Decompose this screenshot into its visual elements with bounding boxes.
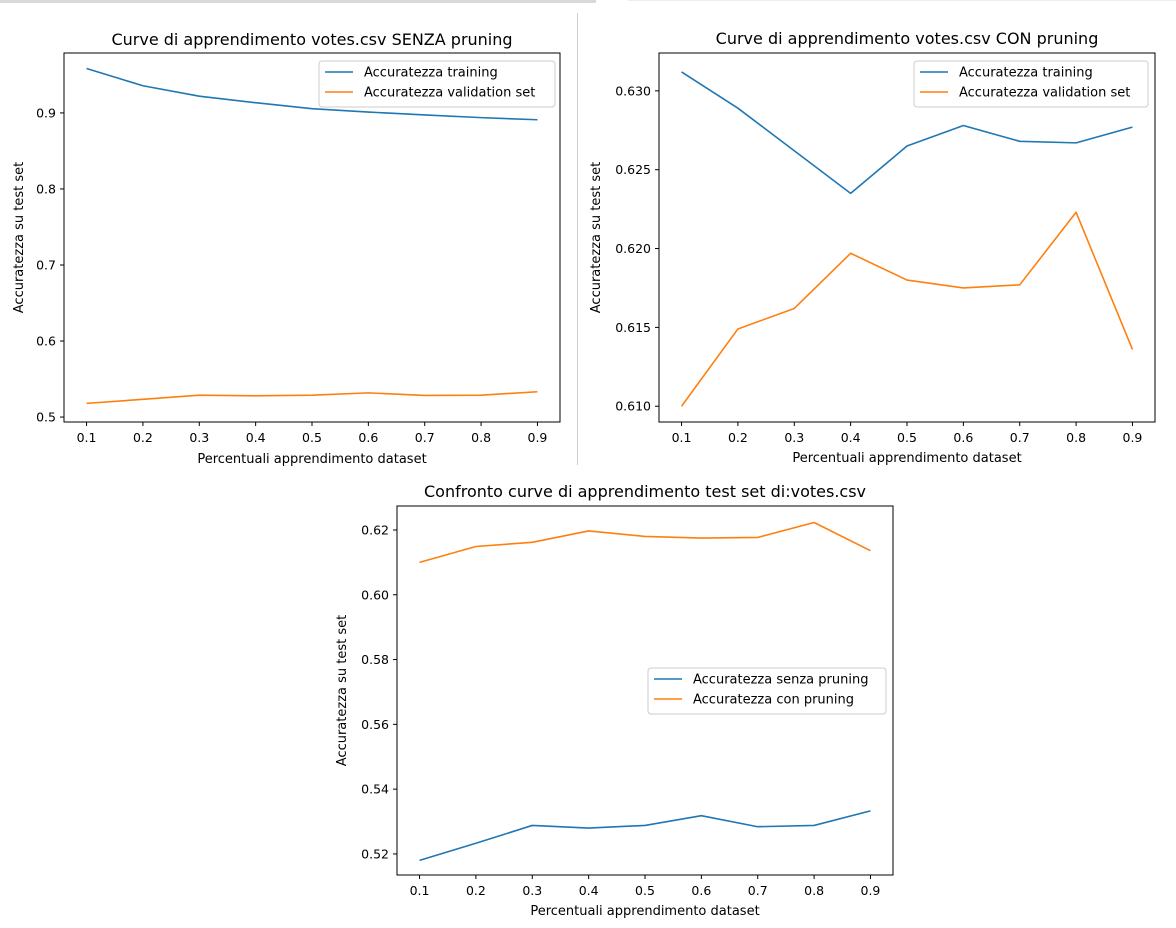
- y-tick-label: 0.625: [615, 162, 651, 177]
- x-axis-label: Percentuali apprendimento dataset: [792, 451, 1021, 466]
- series-line-2: [419, 521, 871, 564]
- x-tick-label: 0.3: [784, 430, 804, 445]
- legend: Accuratezza training Accuratezza validati…: [318, 60, 556, 108]
- x-tick-label: 0.7: [415, 430, 435, 445]
- x-tick-label: 0.2: [728, 430, 748, 445]
- y-axis-label: Accuratezza su test set: [335, 615, 350, 766]
- top-toolbar-edge-right: [628, 0, 1176, 1]
- x-tick-label: 0.7: [748, 883, 768, 898]
- top-toolbar-edge: [0, 0, 596, 3]
- x-tick-label: 0.4: [579, 883, 599, 898]
- x-tick-label: 0.8: [804, 883, 824, 898]
- y-tick-label: 0.630: [615, 83, 651, 98]
- y-tick-label: 0.6: [36, 334, 56, 349]
- y-tick-label: 0.60: [361, 587, 389, 602]
- series-line-1: [419, 810, 871, 862]
- chart-title: Curve di apprendimento votes.csv SENZA p…: [111, 30, 512, 49]
- chart-title: Confronto curve di apprendimento test se…: [424, 482, 866, 501]
- x-tick-label: 0.2: [133, 430, 153, 445]
- y-tick-label: 0.615: [615, 320, 651, 335]
- chart-title: Curve di apprendimento votes.csv CON pru…: [716, 29, 1099, 48]
- y-tick-label: 0.620: [615, 241, 651, 256]
- x-axis-label: Percentuali apprendimento dataset: [197, 452, 426, 467]
- x-tick-label: 0.8: [471, 430, 491, 445]
- x-axis-label: Percentuali apprendimento dataset: [530, 904, 759, 919]
- y-tick-label: 0.52: [361, 846, 389, 861]
- y-tick-label: 0.58: [361, 652, 389, 667]
- series-line-2: [86, 390, 538, 405]
- legend-label-1: Accuratezza training: [959, 66, 1093, 81]
- series-line-2: [680, 211, 1134, 407]
- y-tick-label: 0.56: [361, 717, 389, 732]
- x-tick-label: 0.1: [410, 883, 430, 898]
- x-tick-label: 0.1: [77, 430, 97, 445]
- series-line-1: [86, 67, 538, 121]
- x-tick-label: 0.4: [246, 430, 266, 445]
- series-line-1: [681, 71, 1133, 195]
- y-tick-label: 0.62: [361, 522, 389, 537]
- x-tick-label: 0.5: [302, 430, 322, 445]
- y-tick-label: 0.54: [361, 782, 389, 797]
- x-tick-label: 0.6: [953, 430, 973, 445]
- x-tick-label: 0.5: [635, 883, 655, 898]
- x-tick-label: 0.9: [1123, 430, 1143, 445]
- legend-label-2: Accuratezza con pruning: [693, 693, 854, 708]
- legend-label-2: Accuratezza validation set: [364, 86, 535, 101]
- legend: Accuratezza senza pruning Accuratezza con…: [647, 667, 887, 715]
- legend-box: [318, 60, 556, 108]
- panel-divider: [577, 13, 578, 465]
- x-tick-label: 0.7: [1010, 430, 1030, 445]
- x-tick-label: 0.9: [861, 883, 881, 898]
- y-tick-label: 0.7: [36, 257, 56, 272]
- y-tick-label: 0.9: [36, 105, 56, 120]
- y-tick-label: 0.610: [615, 399, 651, 414]
- y-axis-label: Accuratezza su test set: [589, 162, 604, 313]
- y-tick-label: 0.8: [36, 181, 56, 196]
- legend-box: [647, 667, 887, 715]
- x-tick-label: 0.5: [897, 430, 917, 445]
- x-tick-label: 0.6: [358, 430, 378, 445]
- x-tick-label: 0.8: [1066, 430, 1086, 445]
- x-tick-label: 0.3: [522, 883, 542, 898]
- y-tick-label: 0.5: [36, 410, 56, 425]
- x-tick-label: 0.6: [691, 883, 711, 898]
- x-tick-label: 0.4: [841, 430, 861, 445]
- y-axis-label: Accuratezza su test set: [12, 162, 27, 313]
- legend-label-2: Accuratezza validation set: [959, 86, 1130, 101]
- x-tick-label: 0.9: [528, 430, 548, 445]
- legend-label-1: Accuratezza senza pruning: [693, 673, 868, 688]
- x-tick-label: 0.2: [466, 883, 486, 898]
- legend-box: [913, 60, 1149, 108]
- x-tick-label: 0.3: [189, 430, 209, 445]
- legend-label-1: Accuratezza training: [364, 66, 498, 81]
- x-tick-label: 0.1: [672, 430, 692, 445]
- legend: Accuratezza training Accuratezza validati…: [913, 60, 1149, 108]
